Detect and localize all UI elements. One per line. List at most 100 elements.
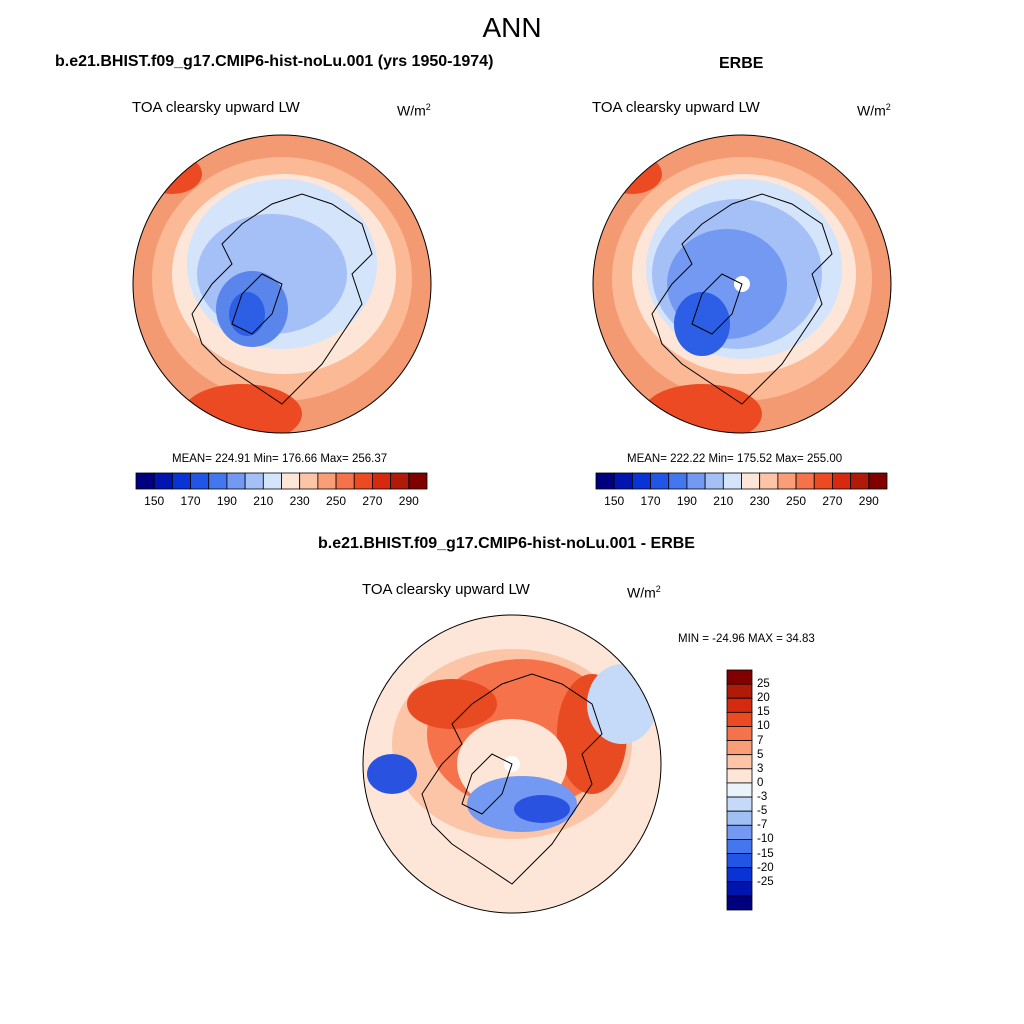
model-colorbar bbox=[135, 472, 428, 490]
diff-colorbar-box bbox=[726, 711, 753, 727]
diff-colorbar-tick-label: 10 bbox=[757, 720, 770, 733]
obs-field-cool-core bbox=[674, 292, 730, 356]
model-colorbar-box bbox=[390, 472, 410, 490]
diff-colorbar-tick-label: -7 bbox=[757, 819, 768, 832]
diff-colorbar-box bbox=[726, 740, 753, 756]
diff-polar-map bbox=[362, 614, 662, 914]
diff-stats: MIN = -24.96 MAX = 34.83 bbox=[678, 633, 815, 645]
diff-colorbar-box bbox=[726, 881, 753, 897]
diff-colorbar-tick-label: -25 bbox=[757, 875, 774, 888]
model-colorbar-box bbox=[208, 472, 228, 490]
model-panel-title: b.e21.BHIST.f09_g17.CMIP6-hist-noLu.001 … bbox=[55, 53, 494, 70]
diff-field-blue-core bbox=[514, 795, 570, 823]
obs-field-hot-edge bbox=[642, 384, 762, 433]
model-colorbar-tick-label: 210 bbox=[253, 494, 274, 508]
model-colorbar-box bbox=[299, 472, 319, 490]
model-colorbar-tick-label: 250 bbox=[326, 494, 347, 508]
obs-colorbar-box bbox=[704, 472, 724, 490]
obs-field-hot-corner bbox=[602, 154, 662, 194]
model-colorbar-tick-label: 230 bbox=[289, 494, 310, 508]
obs-colorbar-box bbox=[741, 472, 761, 490]
model-colorbar-box bbox=[353, 472, 373, 490]
obs-colorbar-box bbox=[759, 472, 779, 490]
model-colorbar-box bbox=[135, 472, 155, 490]
obs-colorbar-box bbox=[631, 472, 651, 490]
model-colorbar-box bbox=[281, 472, 301, 490]
diff-variable-label: TOA clearsky upward LW bbox=[362, 581, 530, 598]
diff-colorbar-tick-label: 7 bbox=[757, 734, 764, 747]
obs-units-label: W/m2 bbox=[857, 102, 891, 119]
diff-colorbar-tick-label: 25 bbox=[757, 678, 770, 691]
diff-colorbar-tick-label: -10 bbox=[757, 833, 774, 846]
obs-coastlines bbox=[651, 193, 833, 405]
model-variable-label: TOA clearsky upward LW bbox=[132, 99, 300, 116]
obs-colorbar-tick-label: 210 bbox=[713, 494, 734, 508]
diff-colorbar-box bbox=[726, 895, 753, 911]
obs-colorbar bbox=[595, 472, 888, 490]
obs-colorbar-ticks: 150 170 190 210 230 250 270 290 bbox=[596, 494, 887, 510]
obs-colorbar-box bbox=[777, 472, 797, 490]
diff-colorbar-tick-label: 3 bbox=[757, 762, 764, 775]
model-colorbar-box bbox=[226, 472, 246, 490]
diff-colorbar-box bbox=[726, 697, 753, 713]
model-coastlines bbox=[191, 193, 373, 405]
model-polar-map bbox=[132, 134, 432, 434]
model-colorbar-box bbox=[262, 472, 282, 490]
obs-colorbar-box bbox=[595, 472, 615, 490]
obs-colorbar-box bbox=[613, 472, 633, 490]
obs-colorbar-box bbox=[722, 472, 742, 490]
diff-colorbar-box bbox=[726, 839, 753, 854]
diff-colorbar-box bbox=[726, 824, 753, 840]
obs-colorbar-tick-label: 250 bbox=[786, 494, 807, 508]
model-stats: MEAN= 224.91 Min= 176.66 Max= 256.37 bbox=[172, 453, 388, 465]
model-colorbar-box bbox=[171, 472, 191, 490]
diff-colorbar-box bbox=[726, 867, 753, 883]
diff-colorbar-ticks: 25 20 15 10 7 5 3 0 -3 -5 -7 -10 -15 -20 -25 bbox=[757, 670, 797, 910]
model-field-hot-edge bbox=[182, 384, 302, 433]
model-colorbar-ticks: 150 170 190 210 230 250 270 290 bbox=[136, 494, 427, 510]
diff-field-light-blue bbox=[587, 664, 657, 744]
diff-coastlines bbox=[421, 673, 603, 885]
diff-colorbar-box bbox=[726, 683, 753, 699]
obs-colorbar-box bbox=[668, 472, 688, 490]
diff-colorbar-tick-label: -20 bbox=[757, 861, 774, 874]
model-field-hot-corner bbox=[142, 154, 202, 194]
obs-colorbar-box bbox=[832, 472, 852, 490]
model-colorbar-box bbox=[335, 472, 355, 490]
obs-colorbar-tick-label: 270 bbox=[822, 494, 843, 508]
model-colorbar-box bbox=[190, 472, 210, 490]
obs-variable-label: TOA clearsky upward LW bbox=[592, 99, 760, 116]
diff-colorbar-box bbox=[726, 754, 753, 770]
diff-colorbar-box bbox=[726, 853, 753, 869]
diff-colorbar-box bbox=[726, 782, 753, 798]
diff-colorbar-box bbox=[726, 669, 753, 685]
obs-colorbar-box bbox=[650, 472, 670, 490]
diff-colorbar-tick-label: 5 bbox=[757, 748, 764, 761]
obs-colorbar-box bbox=[795, 472, 815, 490]
obs-colorbar-box bbox=[868, 472, 888, 490]
diff-field-red-core bbox=[407, 679, 497, 729]
model-colorbar-box bbox=[244, 472, 264, 490]
model-colorbar-tick-label: 290 bbox=[398, 494, 419, 508]
diff-colorbar-box bbox=[726, 796, 753, 812]
obs-colorbar-box bbox=[850, 472, 870, 490]
diff-colorbar-tick-label: -3 bbox=[757, 791, 768, 804]
obs-stats: MEAN= 222.22 Min= 175.52 Max= 255.00 bbox=[627, 453, 843, 465]
model-colorbar-tick-label: 150 bbox=[144, 494, 165, 508]
model-field-cool-core bbox=[229, 292, 265, 336]
diff-colorbar-box bbox=[726, 726, 753, 741]
model-colorbar-box bbox=[408, 472, 428, 490]
diff-colorbar-tick-label: -5 bbox=[757, 805, 768, 818]
obs-colorbar-box bbox=[813, 472, 833, 490]
model-colorbar-tick-label: 170 bbox=[180, 494, 201, 508]
model-colorbar-box bbox=[372, 472, 392, 490]
model-colorbar-tick-label: 190 bbox=[216, 494, 237, 508]
diff-field-blue-west bbox=[367, 754, 417, 794]
obs-colorbar-tick-label: 150 bbox=[604, 494, 625, 508]
diff-colorbar bbox=[726, 669, 753, 911]
diff-colorbar-box bbox=[726, 768, 753, 784]
model-colorbar-tick-label: 270 bbox=[362, 494, 383, 508]
diff-colorbar-tick-label: 0 bbox=[757, 776, 764, 789]
diff-colorbar-box bbox=[726, 810, 753, 826]
model-colorbar-box bbox=[317, 472, 337, 490]
